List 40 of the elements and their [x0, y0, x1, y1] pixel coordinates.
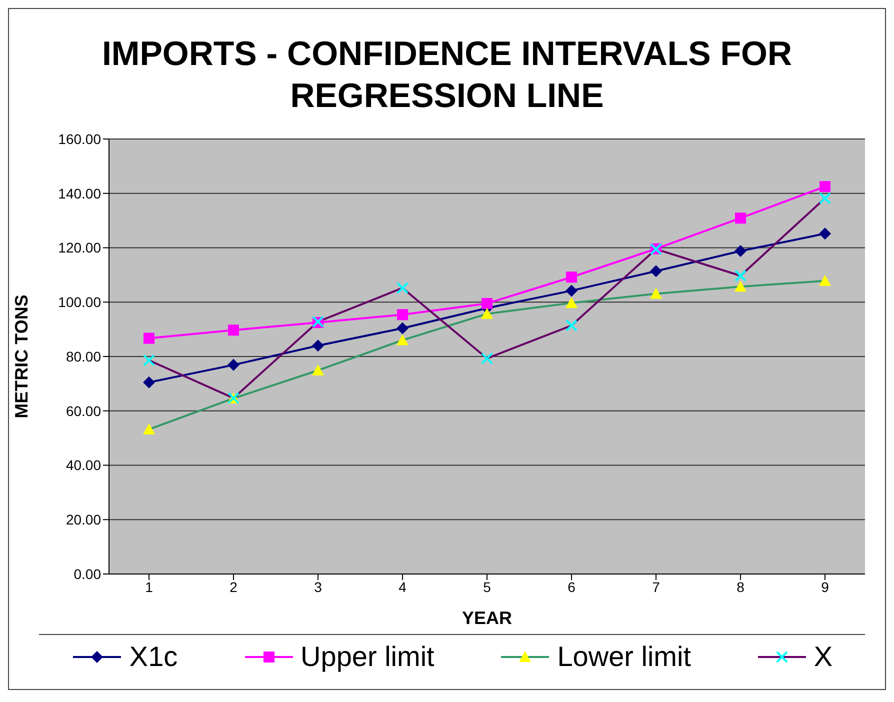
y-tick-label: 120.00 [58, 240, 102, 256]
legend-label: X [814, 641, 833, 673]
x-axis-title: YEAR [462, 608, 512, 628]
point [735, 212, 746, 224]
x-tick-label: 5 [483, 578, 492, 595]
legend-label: Lower limit [557, 641, 692, 673]
x-tick-label: 9 [821, 578, 830, 595]
x-tick-label: 3 [314, 578, 322, 595]
x-tick-label: 2 [230, 578, 238, 595]
y-tick-label: 80.00 [66, 348, 102, 364]
point [566, 272, 577, 283]
point [144, 332, 154, 344]
chart-title: IMPORTS - CONFIDENCE INTERVALS FOR REGRESSION LINE [100, 34, 794, 117]
point [819, 228, 831, 240]
y-tick-label: 0.00 [74, 566, 102, 582]
point [566, 284, 578, 297]
y-tick-label: 160.00 [58, 130, 102, 147]
point [312, 340, 324, 352]
legend-label: X1c [129, 641, 178, 673]
point [143, 376, 155, 388]
x-tick-label: 4 [398, 578, 407, 595]
y-tick-label: 100.00 [58, 294, 102, 310]
y-axis-title: METRIC TONS [11, 294, 32, 418]
x-tick-label: 8 [736, 578, 745, 595]
y-tick-label: 140.00 [58, 185, 102, 202]
legend-label: Upper limit [300, 641, 434, 673]
point [820, 181, 830, 192]
y-tick-label: 20.00 [66, 512, 102, 528]
x-tick-label: 6 [568, 578, 576, 595]
x-tick-label: 1 [145, 578, 154, 595]
x-tick-label: 7 [652, 578, 660, 595]
point [228, 358, 240, 371]
point [650, 265, 662, 278]
point [482, 298, 492, 309]
y-tick-label: 60.00 [66, 402, 102, 419]
point [228, 324, 239, 336]
point [396, 322, 408, 334]
point [734, 245, 746, 258]
y-tick-label: 40.00 [66, 457, 102, 474]
point [397, 309, 408, 320]
